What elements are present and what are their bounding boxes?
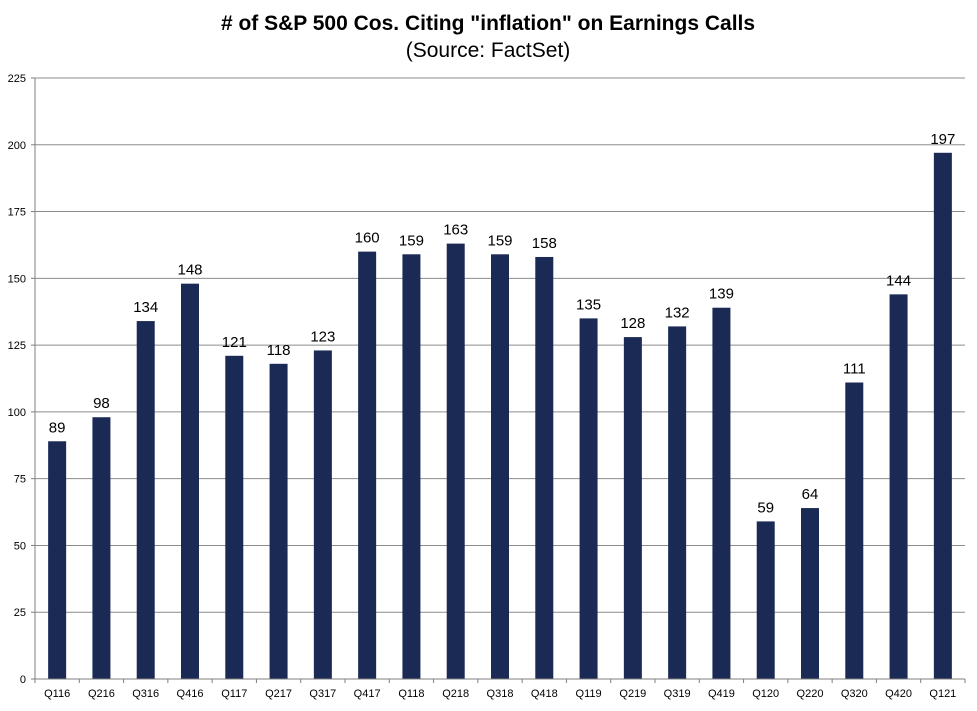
y-tick-label: 225 xyxy=(8,73,26,85)
y-tick-label: 100 xyxy=(8,407,26,419)
bar-q116 xyxy=(48,441,67,679)
chart-title: # of S&P 500 Cos. Citing "inflation" on … xyxy=(221,12,755,35)
data-label: 135 xyxy=(576,296,601,313)
data-label: 144 xyxy=(886,272,911,289)
data-label: 134 xyxy=(133,299,158,316)
x-tick-label: Q216 xyxy=(88,688,115,700)
y-tick-label: 150 xyxy=(8,273,26,285)
data-label: 159 xyxy=(399,232,424,249)
data-label: 160 xyxy=(355,230,380,247)
bar-q219 xyxy=(623,337,642,679)
x-tick-label: Q417 xyxy=(354,688,381,700)
bar-q320 xyxy=(845,382,864,679)
bar-q318 xyxy=(491,254,509,679)
data-label: 148 xyxy=(177,262,202,279)
data-label: 118 xyxy=(267,342,291,359)
y-tick-label: 0 xyxy=(20,674,26,686)
bar-q217 xyxy=(269,363,288,679)
data-label: 128 xyxy=(620,315,645,332)
x-tick-label: Q318 xyxy=(487,688,514,700)
data-labels: 89 98 134 148 121 118 123 160 159 163 159 158 135 128… xyxy=(49,131,956,517)
x-tick-label: Q418 xyxy=(531,688,558,700)
data-label: 159 xyxy=(487,232,512,249)
bar-q216 xyxy=(92,417,111,679)
x-tick-label: Q121 xyxy=(929,688,956,700)
data-label: 197 xyxy=(930,131,955,148)
data-label: 139 xyxy=(709,286,734,303)
x-tick-label: Q119 xyxy=(576,688,602,700)
bar-q419 xyxy=(712,307,731,679)
y-tick-labels: 0 25 50 75 100 125 150 175 200 225 xyxy=(8,73,26,686)
bars xyxy=(48,152,952,679)
bar-q120 xyxy=(756,521,775,679)
x-tick-label: Q118 xyxy=(398,688,424,700)
bar-q417 xyxy=(358,251,377,679)
x-tick-label: Q320 xyxy=(841,688,868,700)
data-label: 98 xyxy=(93,395,110,412)
data-label: 132 xyxy=(665,304,690,321)
x-tick-label: Q218 xyxy=(442,688,469,700)
x-tick-label: Q420 xyxy=(885,688,912,700)
x-tick-label: Q316 xyxy=(132,688,159,700)
data-label: 89 xyxy=(49,419,66,436)
x-tick-labels: Q116 Q216 Q316 Q416 Q117 Q217 Q317 Q417 Q118 Q218… xyxy=(44,688,956,700)
data-label: 163 xyxy=(443,222,468,239)
x-tick-label: Q217 xyxy=(265,688,292,700)
x-tick-label: Q416 xyxy=(177,688,204,700)
y-tick-label: 175 xyxy=(8,207,26,219)
y-tick-label: 125 xyxy=(8,340,26,352)
x-tick-label: Q319 xyxy=(664,688,691,700)
y-tick-label: 50 xyxy=(14,540,26,552)
bar-q316 xyxy=(136,321,155,679)
bar-q416 xyxy=(181,283,199,679)
bar-q420 xyxy=(889,294,908,679)
bar-q119 xyxy=(579,318,598,679)
bar-q121 xyxy=(933,152,952,679)
chart-subtitle: (Source: FactSet) xyxy=(406,39,571,62)
x-tick-label: Q317 xyxy=(309,688,336,700)
y-tick-label: 75 xyxy=(14,474,26,486)
data-label: 121 xyxy=(222,334,247,351)
x-tick-label: Q116 xyxy=(44,688,70,700)
x-tick-label: Q117 xyxy=(221,688,247,700)
x-tick-label: Q219 xyxy=(619,688,646,700)
data-label: 64 xyxy=(802,486,819,503)
bar-q317 xyxy=(313,350,332,679)
data-label: 123 xyxy=(310,328,335,345)
bar-q220 xyxy=(801,508,819,679)
y-tick-label: 200 xyxy=(8,140,26,152)
data-label: 158 xyxy=(532,235,557,252)
bar-q218 xyxy=(446,243,465,679)
x-tick-label: Q220 xyxy=(797,688,824,700)
bar-q118 xyxy=(402,254,421,679)
bar-q319 xyxy=(668,326,687,679)
bar-q418 xyxy=(535,256,554,679)
x-tick-label: Q120 xyxy=(752,688,779,700)
y-tick-label: 25 xyxy=(14,607,26,619)
x-tick-label: Q419 xyxy=(708,688,735,700)
data-label: 59 xyxy=(757,499,774,516)
axes xyxy=(31,77,966,683)
data-label: 111 xyxy=(843,361,866,378)
bar-q117 xyxy=(225,355,244,679)
